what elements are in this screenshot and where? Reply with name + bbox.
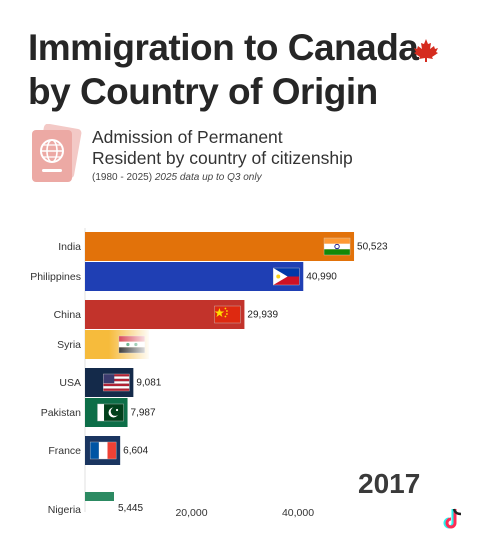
- china-flag-icon: [214, 305, 241, 324]
- category-label-china: China: [54, 309, 82, 321]
- bar-philippines: [85, 262, 304, 291]
- category-label-france: France: [48, 445, 81, 457]
- bar-nigeria: [85, 492, 114, 501]
- value-label-pakistan: 7,987: [131, 408, 156, 419]
- value-label-france: 6,604: [123, 446, 148, 457]
- page-title: Immigration to Canada by Country of Orig…: [28, 26, 419, 114]
- subtitle-line-2: Resident by country of citizenship: [92, 148, 353, 168]
- philippines-flag-icon: [273, 267, 300, 286]
- value-label-usa: 9,081: [136, 378, 161, 389]
- value-label-nigeria: 5,445: [118, 503, 143, 514]
- france-flag-icon: [89, 441, 117, 460]
- value-label-india: 50,523: [357, 242, 388, 253]
- note-range: (1980 - 2025): [92, 172, 153, 183]
- category-label-usa: USA: [59, 377, 81, 389]
- title-line-2: by Country of Origin: [28, 71, 378, 112]
- tiktok-icon: [443, 508, 462, 529]
- value-label-philippines: 40,990: [306, 272, 337, 283]
- passport-icon: [32, 124, 82, 182]
- title-line-1: Immigration to Canada: [28, 27, 419, 68]
- date-range-note: (1980 - 2025) 2025 data up to Q3 only: [92, 172, 262, 183]
- category-label-nigeria: Nigeria: [48, 504, 81, 516]
- category-label-india: India: [58, 241, 81, 253]
- x-tick-20000: 20,000: [175, 507, 207, 519]
- value-label-china: 29,939: [247, 310, 278, 321]
- syria-bar-fade: [108, 330, 151, 359]
- category-label-philippines: Philippines: [30, 271, 81, 283]
- year-label: 2017: [358, 468, 421, 499]
- usa-flag-icon: [103, 373, 130, 392]
- maple-leaf-icon: [414, 39, 438, 62]
- pakistan-flag-icon: [97, 403, 124, 422]
- note-italic: 2025 data up to Q3 only: [154, 172, 262, 183]
- category-label-pakistan: Pakistan: [41, 407, 81, 419]
- india-flag-icon: [323, 237, 351, 256]
- subtitle-line-1: Admission of Permanent: [92, 127, 283, 147]
- bar-india: [85, 232, 355, 261]
- x-tick-40000: 40,000: [282, 507, 314, 519]
- category-label-syria: Syria: [57, 339, 81, 351]
